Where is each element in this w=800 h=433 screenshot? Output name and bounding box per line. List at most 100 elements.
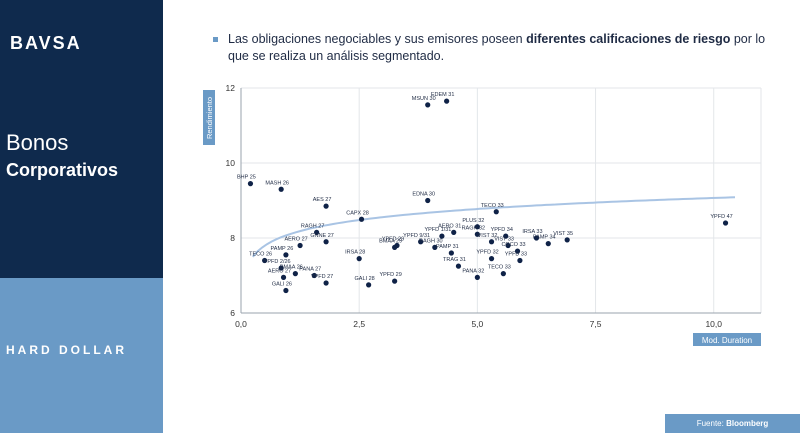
point-label: PAMP 31 bbox=[436, 244, 459, 250]
point-label: YPFD 34 bbox=[491, 227, 513, 233]
x-axis-title-box bbox=[693, 333, 761, 346]
point-label: MASH 26 bbox=[265, 180, 289, 186]
data-point bbox=[451, 229, 457, 235]
data-point bbox=[278, 265, 284, 271]
data-point bbox=[418, 239, 424, 245]
data-point bbox=[545, 241, 551, 247]
data-point bbox=[278, 186, 284, 192]
point-label: TECO 33 bbox=[481, 203, 504, 209]
point-label: PANA 27 bbox=[299, 267, 321, 273]
data-point bbox=[425, 102, 431, 108]
data-point bbox=[356, 256, 362, 262]
point-label: VIST 32 bbox=[478, 233, 498, 239]
data-point bbox=[448, 250, 454, 256]
y-tick-label: 8 bbox=[230, 233, 235, 243]
point-label: AERO 27 bbox=[284, 237, 307, 243]
data-point bbox=[533, 235, 540, 241]
data-point bbox=[432, 244, 438, 250]
data-point bbox=[283, 252, 289, 258]
y-tick-label: 10 bbox=[226, 158, 236, 168]
point-label: EDNA 30 bbox=[412, 192, 435, 198]
source-name: Bloomberg bbox=[726, 419, 769, 428]
y-axis-title-box bbox=[203, 90, 215, 145]
sidebar-top-panel bbox=[0, 0, 163, 278]
data-point bbox=[323, 203, 329, 209]
trend-line bbox=[252, 196, 736, 258]
source-prefix: Fuente: bbox=[696, 419, 727, 428]
data-point bbox=[280, 274, 287, 280]
data-point bbox=[474, 274, 480, 280]
bavsa-logo: BAVSA bbox=[10, 33, 82, 53]
data-point bbox=[493, 209, 499, 215]
data-point bbox=[323, 280, 329, 286]
y-axis-title: Rendimiento bbox=[205, 97, 214, 139]
section-label: HARD DOLLAR bbox=[6, 343, 127, 357]
point-label: TECO 33 bbox=[488, 265, 511, 271]
point-label: YPFD 33 bbox=[505, 252, 527, 258]
data-point bbox=[439, 233, 445, 239]
x-tick-label: 0,0 bbox=[235, 319, 247, 329]
point-label: GALI 26 bbox=[272, 282, 292, 288]
data-point bbox=[292, 271, 298, 277]
sidebar-bottom-panel bbox=[0, 278, 163, 433]
data-point bbox=[314, 229, 320, 235]
point-label: GNNE 27 bbox=[310, 233, 334, 239]
point-label: PAMP 26 bbox=[271, 246, 294, 252]
point-label: RAGH 32 bbox=[462, 225, 486, 231]
y-tick-label: 6 bbox=[230, 308, 235, 318]
point-label: TECO 26 bbox=[249, 252, 272, 258]
header-description: Las obligaciones negociables y sus emiso… bbox=[228, 31, 788, 65]
data-point bbox=[283, 287, 289, 294]
point-label: RAGH 27 bbox=[301, 223, 325, 229]
data-point bbox=[323, 239, 329, 245]
data-point bbox=[514, 248, 521, 254]
point-label: CAPX 28 bbox=[346, 210, 369, 216]
data-point bbox=[488, 239, 495, 245]
data-point bbox=[505, 242, 511, 249]
data-point bbox=[503, 233, 509, 239]
data-point bbox=[358, 216, 365, 222]
point-label: VIST 35 bbox=[553, 231, 573, 237]
point-label: IRSA 33 bbox=[522, 229, 542, 235]
point-label: BMAA 26 bbox=[280, 265, 303, 271]
point-label: YPFD 27 bbox=[311, 274, 333, 280]
header-text-start: Las obligaciones negociables y sus emiso… bbox=[228, 32, 527, 46]
point-label: YPFD 32 bbox=[476, 250, 498, 256]
data-point bbox=[297, 242, 303, 249]
point-label: IRSA 28 bbox=[345, 250, 365, 256]
bullet-icon bbox=[213, 37, 218, 42]
data-point bbox=[517, 257, 523, 264]
point-label: YPFD 29 bbox=[382, 237, 404, 243]
point-label: YPFD 9/31 bbox=[403, 233, 430, 239]
data-point bbox=[247, 181, 254, 187]
point-label: CGCO 33 bbox=[501, 242, 525, 248]
point-label: VIST 33 bbox=[494, 237, 514, 243]
data-point bbox=[474, 231, 480, 237]
sidebar-title: Bonos bbox=[6, 130, 69, 155]
data-point bbox=[366, 282, 372, 288]
point-label: YPFD 1/31 bbox=[424, 227, 451, 233]
point-label: YPFD 29 bbox=[379, 272, 401, 278]
point-label: AERO 27 bbox=[268, 268, 291, 274]
data-point bbox=[455, 263, 462, 269]
point-label: BHP 25 bbox=[237, 175, 256, 181]
x-tick-label: 2,5 bbox=[353, 319, 365, 329]
header-text-bold: diferentes calificaciones de riesgo bbox=[526, 32, 731, 46]
header-text-end: por lo que se realiza un análisis segmen… bbox=[228, 32, 766, 63]
point-label: AERO 31 bbox=[438, 223, 461, 229]
data-point bbox=[392, 278, 398, 284]
y-tick-label: 12 bbox=[226, 83, 236, 93]
data-point bbox=[488, 256, 495, 262]
data-point bbox=[425, 197, 431, 204]
data-point bbox=[474, 224, 480, 230]
point-label: MSUN 30 bbox=[412, 96, 436, 102]
data-point bbox=[564, 237, 570, 243]
point-label: EDEM 31 bbox=[431, 92, 455, 98]
point-label: TRAG 31 bbox=[443, 257, 466, 263]
point-label: RAGH 30 bbox=[419, 238, 443, 244]
x-tick-label: 7,5 bbox=[590, 319, 602, 329]
sidebar-subtitle: Corporativos bbox=[6, 160, 119, 180]
source-note: Fuente: Bloomberg bbox=[665, 414, 800, 433]
x-axis-title: Mod. Duration bbox=[702, 336, 752, 345]
